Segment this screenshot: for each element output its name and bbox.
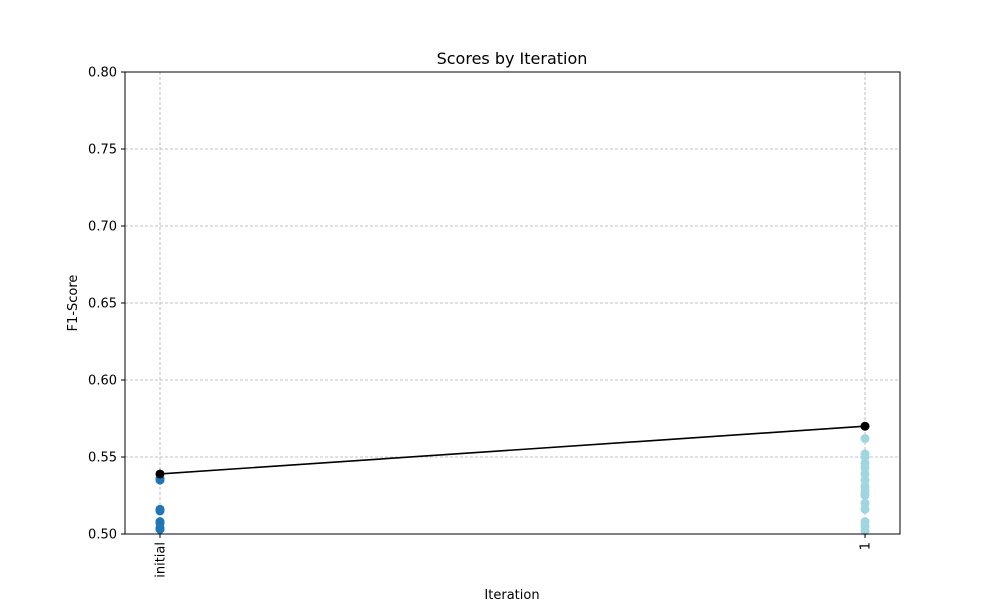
data-point bbox=[155, 506, 165, 516]
data-point bbox=[860, 452, 870, 462]
data-point bbox=[860, 463, 870, 473]
mean-point bbox=[860, 421, 870, 431]
x-axis-label: Iteration bbox=[484, 588, 539, 600]
data-point bbox=[860, 504, 870, 514]
data-point bbox=[860, 434, 870, 444]
data-points bbox=[155, 434, 870, 536]
y-tick-label: 0.70 bbox=[88, 220, 117, 235]
data-point bbox=[860, 491, 870, 500]
y-tick-label: 0.55 bbox=[88, 451, 117, 466]
mean-line bbox=[159, 425, 866, 475]
chart-title: Scores by Iteration bbox=[437, 49, 588, 68]
y-tick-label: 0.65 bbox=[88, 297, 117, 312]
mean-point bbox=[155, 469, 165, 479]
data-point bbox=[860, 498, 870, 508]
y-tick-label: 0.50 bbox=[88, 528, 117, 543]
data-point bbox=[860, 469, 870, 479]
y-tick-label: 0.60 bbox=[88, 374, 117, 389]
mean-line-layer bbox=[155, 421, 870, 479]
data-point bbox=[860, 526, 870, 536]
y-axis-label: F1-Score bbox=[66, 275, 81, 332]
x-tick-label: 1 bbox=[859, 542, 874, 550]
x-tick-label: initial bbox=[154, 542, 169, 578]
data-point bbox=[155, 524, 165, 534]
y-tick-label: 0.75 bbox=[88, 143, 117, 158]
axis-ticks: 0.50 0.55 0.60 0.65 0.70 0.75 0.80 initial 1 bbox=[88, 66, 873, 578]
y-tick-label: 0.80 bbox=[88, 66, 117, 81]
data-point bbox=[860, 475, 870, 485]
